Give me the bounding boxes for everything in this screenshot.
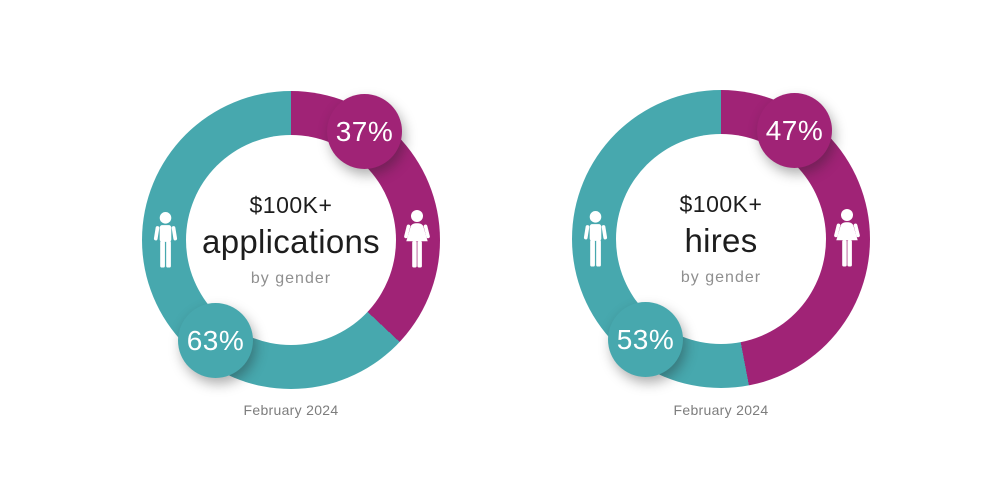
chart-caption-date: February 2024 [243,402,339,418]
male-icon [582,211,609,268]
women-percentage-badge: 37% [327,94,402,169]
chart-caption-date: February 2024 [673,402,769,418]
center-subtitle: by gender [680,269,762,286]
female-icon [831,209,863,269]
male-icon [152,212,179,269]
center-title: applications [202,223,380,260]
female-icon [401,210,433,270]
center-amount-label: $100K+ [249,192,333,218]
men-percentage-badge: 53% [608,302,683,377]
center-subtitle: by gender [250,270,332,287]
men-percentage-badge: 63% [178,303,253,378]
center-title: hires [684,222,758,259]
donut-center: $100K+ applications by gender [186,135,396,345]
center-amount-label: $100K+ [679,191,763,217]
donut-chart-hires: $100K+ hires by gender 47% 53% [572,90,870,388]
donut-chart-applications: $100K+ applications by gender 37% 63% [142,91,440,389]
women-percentage-badge: 47% [757,93,832,168]
